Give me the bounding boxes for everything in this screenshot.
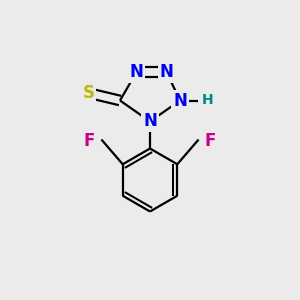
Text: N: N [130, 63, 143, 81]
Text: F: F [84, 132, 95, 150]
Text: F: F [205, 132, 216, 150]
Text: N: N [173, 92, 187, 110]
Text: N: N [160, 63, 173, 81]
Text: S: S [82, 84, 94, 102]
Text: N: N [143, 112, 157, 130]
Text: H: H [202, 94, 213, 107]
